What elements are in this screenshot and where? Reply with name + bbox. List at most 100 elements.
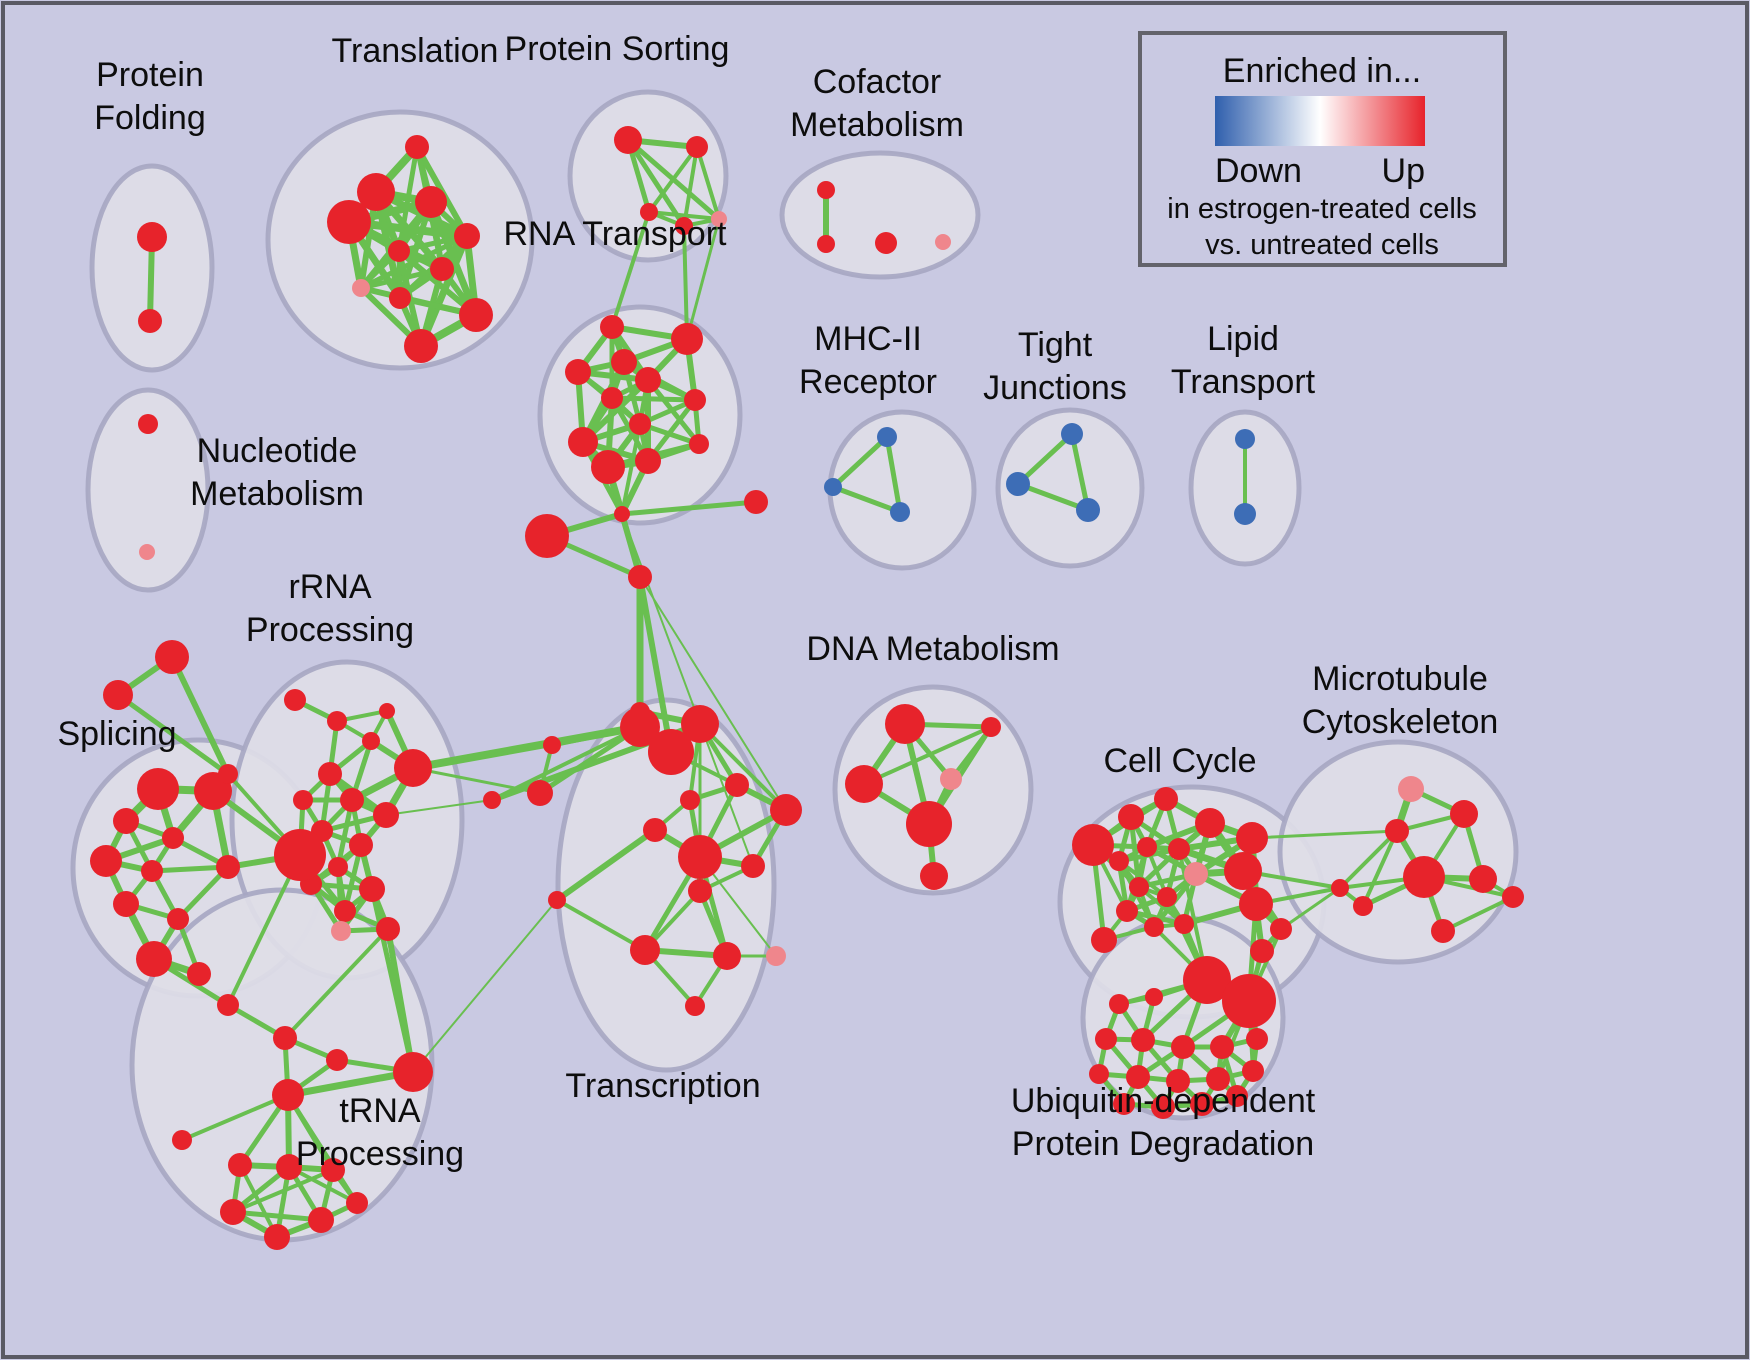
network-edge (620, 422, 642, 516)
cluster-label-cell_cycle: Cell Cycle (1103, 742, 1256, 780)
network-edge (1338, 829, 1399, 890)
network-node (1168, 838, 1190, 860)
network-node (346, 1192, 368, 1214)
network-node (459, 298, 493, 332)
network-node (1166, 1069, 1190, 1093)
network-node (1109, 994, 1129, 1014)
network-edge (637, 574, 674, 755)
network-node (711, 211, 727, 227)
network-node (1246, 1028, 1268, 1050)
network-node (1235, 429, 1255, 449)
cluster-label-rrna: Processing (246, 611, 414, 649)
network-edge (830, 434, 890, 490)
nodes-layer (90, 126, 1524, 1250)
network-node (1385, 819, 1409, 843)
network-node (276, 1154, 302, 1180)
network-node (629, 413, 651, 435)
network-node (220, 1199, 246, 1225)
network-edge (682, 224, 689, 341)
network-node (138, 414, 158, 434)
network-node (326, 1049, 348, 1071)
legend-up-label: Up (1382, 152, 1425, 190)
network-node (415, 186, 447, 218)
network-node (940, 768, 962, 790)
network-edge (115, 692, 231, 777)
network-node (686, 136, 708, 158)
network-node (1398, 776, 1424, 802)
network-node (379, 703, 395, 719)
network-edge (149, 864, 231, 874)
cluster-label-lipid: Transport (1171, 363, 1316, 401)
network-node (1126, 1065, 1150, 1089)
network-node (284, 689, 306, 711)
cluster-label-trna: tRNA (339, 1092, 421, 1130)
cluster-label-microtubule: Cytoskeleton (1302, 703, 1499, 741)
cluster-label-rrna: rRNA (288, 568, 371, 606)
cluster-label-transcription: Transcription (565, 1067, 760, 1105)
network-node (681, 705, 719, 743)
cluster-label-microtubule: Microtubule (1312, 660, 1488, 698)
network-node (1089, 1064, 1109, 1084)
network-node (454, 223, 480, 249)
network-node (216, 855, 240, 879)
network-edge (682, 145, 699, 228)
network-node (1450, 800, 1478, 828)
network-node (1091, 927, 1117, 953)
network-edge (639, 576, 787, 811)
network-edge (283, 927, 390, 1040)
network-node (376, 917, 400, 941)
network-edge (647, 145, 699, 214)
cluster-label-ubiquitin: Protein Degradation (1012, 1125, 1314, 1163)
network-node (1469, 865, 1497, 893)
network-node (274, 829, 326, 881)
network-node (1226, 1085, 1248, 1107)
network-node (1109, 851, 1129, 871)
cluster-label-splicing: Splicing (57, 715, 176, 753)
network-node (137, 222, 167, 252)
network-node (362, 732, 380, 750)
network-node (1236, 822, 1268, 854)
network-node (643, 818, 667, 842)
cluster-label-nucleotide: Metabolism (190, 475, 364, 513)
network-node (1224, 852, 1262, 890)
network-node (1222, 974, 1276, 1028)
network-node (357, 173, 395, 211)
network-node (1239, 887, 1273, 921)
network-node (394, 749, 432, 787)
network-node (1144, 917, 1164, 937)
legend: Enriched in... Down Up in estrogen-treat… (1138, 31, 1507, 267)
network-node (388, 240, 410, 262)
network-node (680, 790, 700, 810)
network-node (817, 235, 835, 253)
cluster-label-translation: Translation (332, 32, 499, 70)
network-edge (1250, 829, 1399, 840)
network-node (138, 309, 162, 333)
network-node (1157, 887, 1177, 907)
network-node (935, 234, 951, 250)
network-node (167, 908, 189, 930)
network-node (264, 1224, 290, 1250)
network-node (273, 1026, 297, 1050)
network-node (373, 802, 399, 828)
network-node (1006, 472, 1030, 496)
network-edge (884, 434, 903, 515)
cluster-ellipse-tight (995, 407, 1145, 569)
network-node (1250, 939, 1274, 963)
network-edge (1441, 895, 1515, 933)
network-node (1116, 900, 1138, 922)
network-node (389, 287, 411, 309)
network-edge (862, 725, 993, 786)
network-node (321, 1158, 345, 1182)
network-node (308, 1207, 334, 1233)
cluster-ellipse-trna (129, 887, 435, 1243)
network-node (1403, 856, 1445, 898)
network-node (1210, 1035, 1234, 1059)
network-node (1095, 1028, 1117, 1050)
network-node (689, 434, 709, 454)
cluster-label-lipid: Lipid (1207, 320, 1279, 358)
network-node (1137, 837, 1157, 857)
network-edge (830, 484, 903, 515)
cluster-label-rna_transport: RNA Transport (504, 215, 728, 253)
network-node (635, 367, 661, 393)
network-edge (369, 886, 416, 1075)
